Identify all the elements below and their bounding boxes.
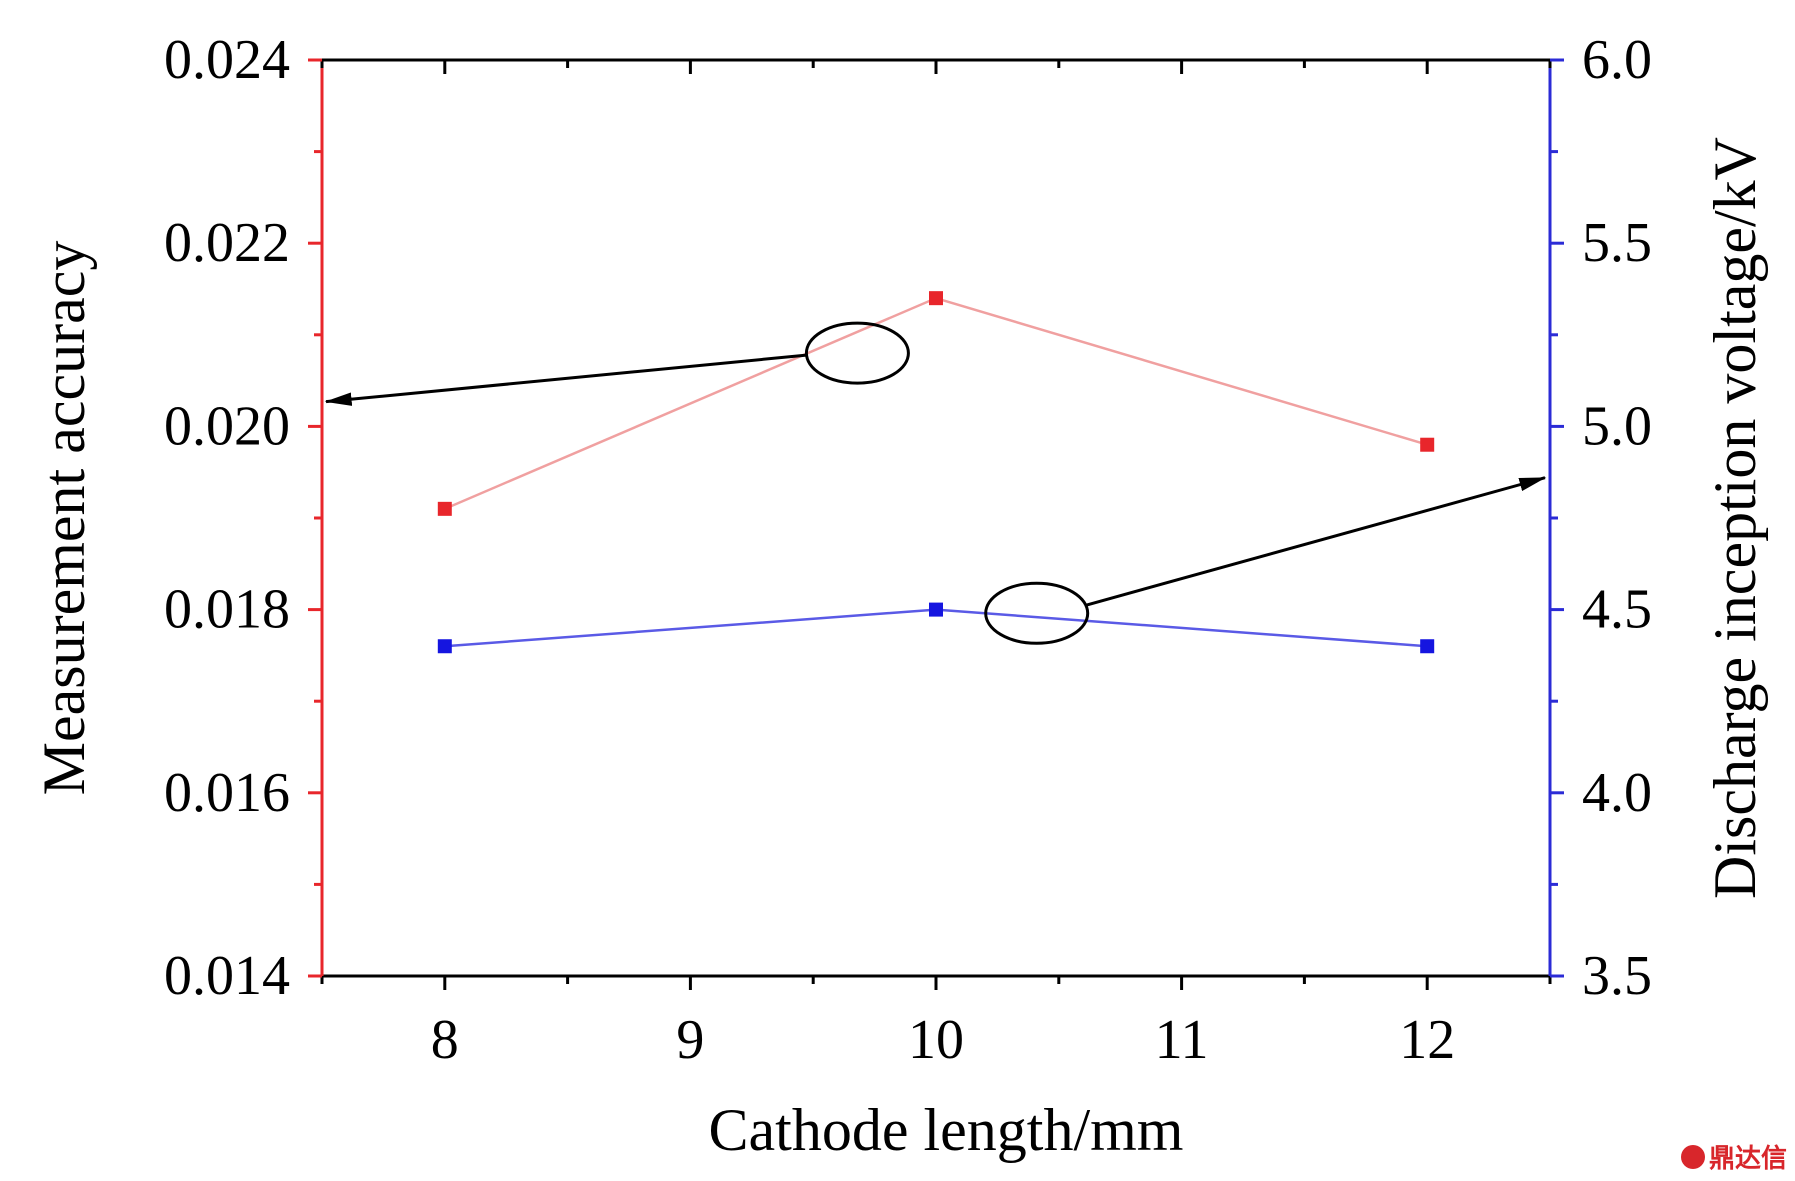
annotation-ellipse-right <box>984 581 1090 645</box>
annotation-arrow-left <box>324 353 807 406</box>
x-tick-label: 11 <box>1155 1009 1209 1071</box>
series-0-point <box>929 291 943 306</box>
right-y-tick-label: 5.0 <box>1582 395 1652 457</box>
series-1-point <box>437 639 452 654</box>
plot-layer: 8 9 10 11 12 0.014 0.016 0.018 0.020 0.022 0.024 3.… <box>31 29 1768 1163</box>
left-y-tick-label: 0.018 <box>164 579 290 641</box>
left-y-tick-label: 0.024 <box>164 29 290 91</box>
series-0-line <box>444 296 1428 510</box>
x-tick-label: 8 <box>431 1009 459 1071</box>
x-tick-label: 9 <box>676 1009 704 1071</box>
annotation-ellipse-left <box>804 321 910 385</box>
watermark-logo-icon <box>1680 1144 1705 1169</box>
left-y-tick-label: 0.016 <box>164 762 290 824</box>
x-tick-label: 10 <box>908 1009 964 1071</box>
watermark-text: 鼎达信 <box>1708 1144 1787 1174</box>
x-axis-title: Cathode length/mm <box>709 1097 1184 1163</box>
left-y-tick-label: 0.020 <box>164 395 290 457</box>
right-y-tick-label: 3.5 <box>1582 945 1652 1007</box>
left-y-axis-title: Measurement accuracy <box>31 241 97 796</box>
right-y-axis-title: Discharge inception voltage/kV <box>1702 137 1768 899</box>
left-y-tick-label: 0.022 <box>164 212 290 274</box>
right-y-tick-label: 5.5 <box>1582 212 1652 274</box>
left-y-tick-label: 0.014 <box>164 945 290 1007</box>
annotation-arrow-right <box>1085 476 1547 607</box>
watermark: 鼎达信 <box>1680 1138 1787 1175</box>
right-y-tick-label: 6.0 <box>1582 29 1652 91</box>
series-0-point <box>1420 437 1435 452</box>
series-1-point <box>929 602 943 617</box>
right-y-tick-label: 4.5 <box>1582 579 1652 641</box>
right-y-tick-label: 4.0 <box>1582 762 1652 824</box>
series-0-point <box>437 501 452 516</box>
x-tick-label: 12 <box>1399 1009 1455 1071</box>
series-1-point <box>1420 639 1435 654</box>
